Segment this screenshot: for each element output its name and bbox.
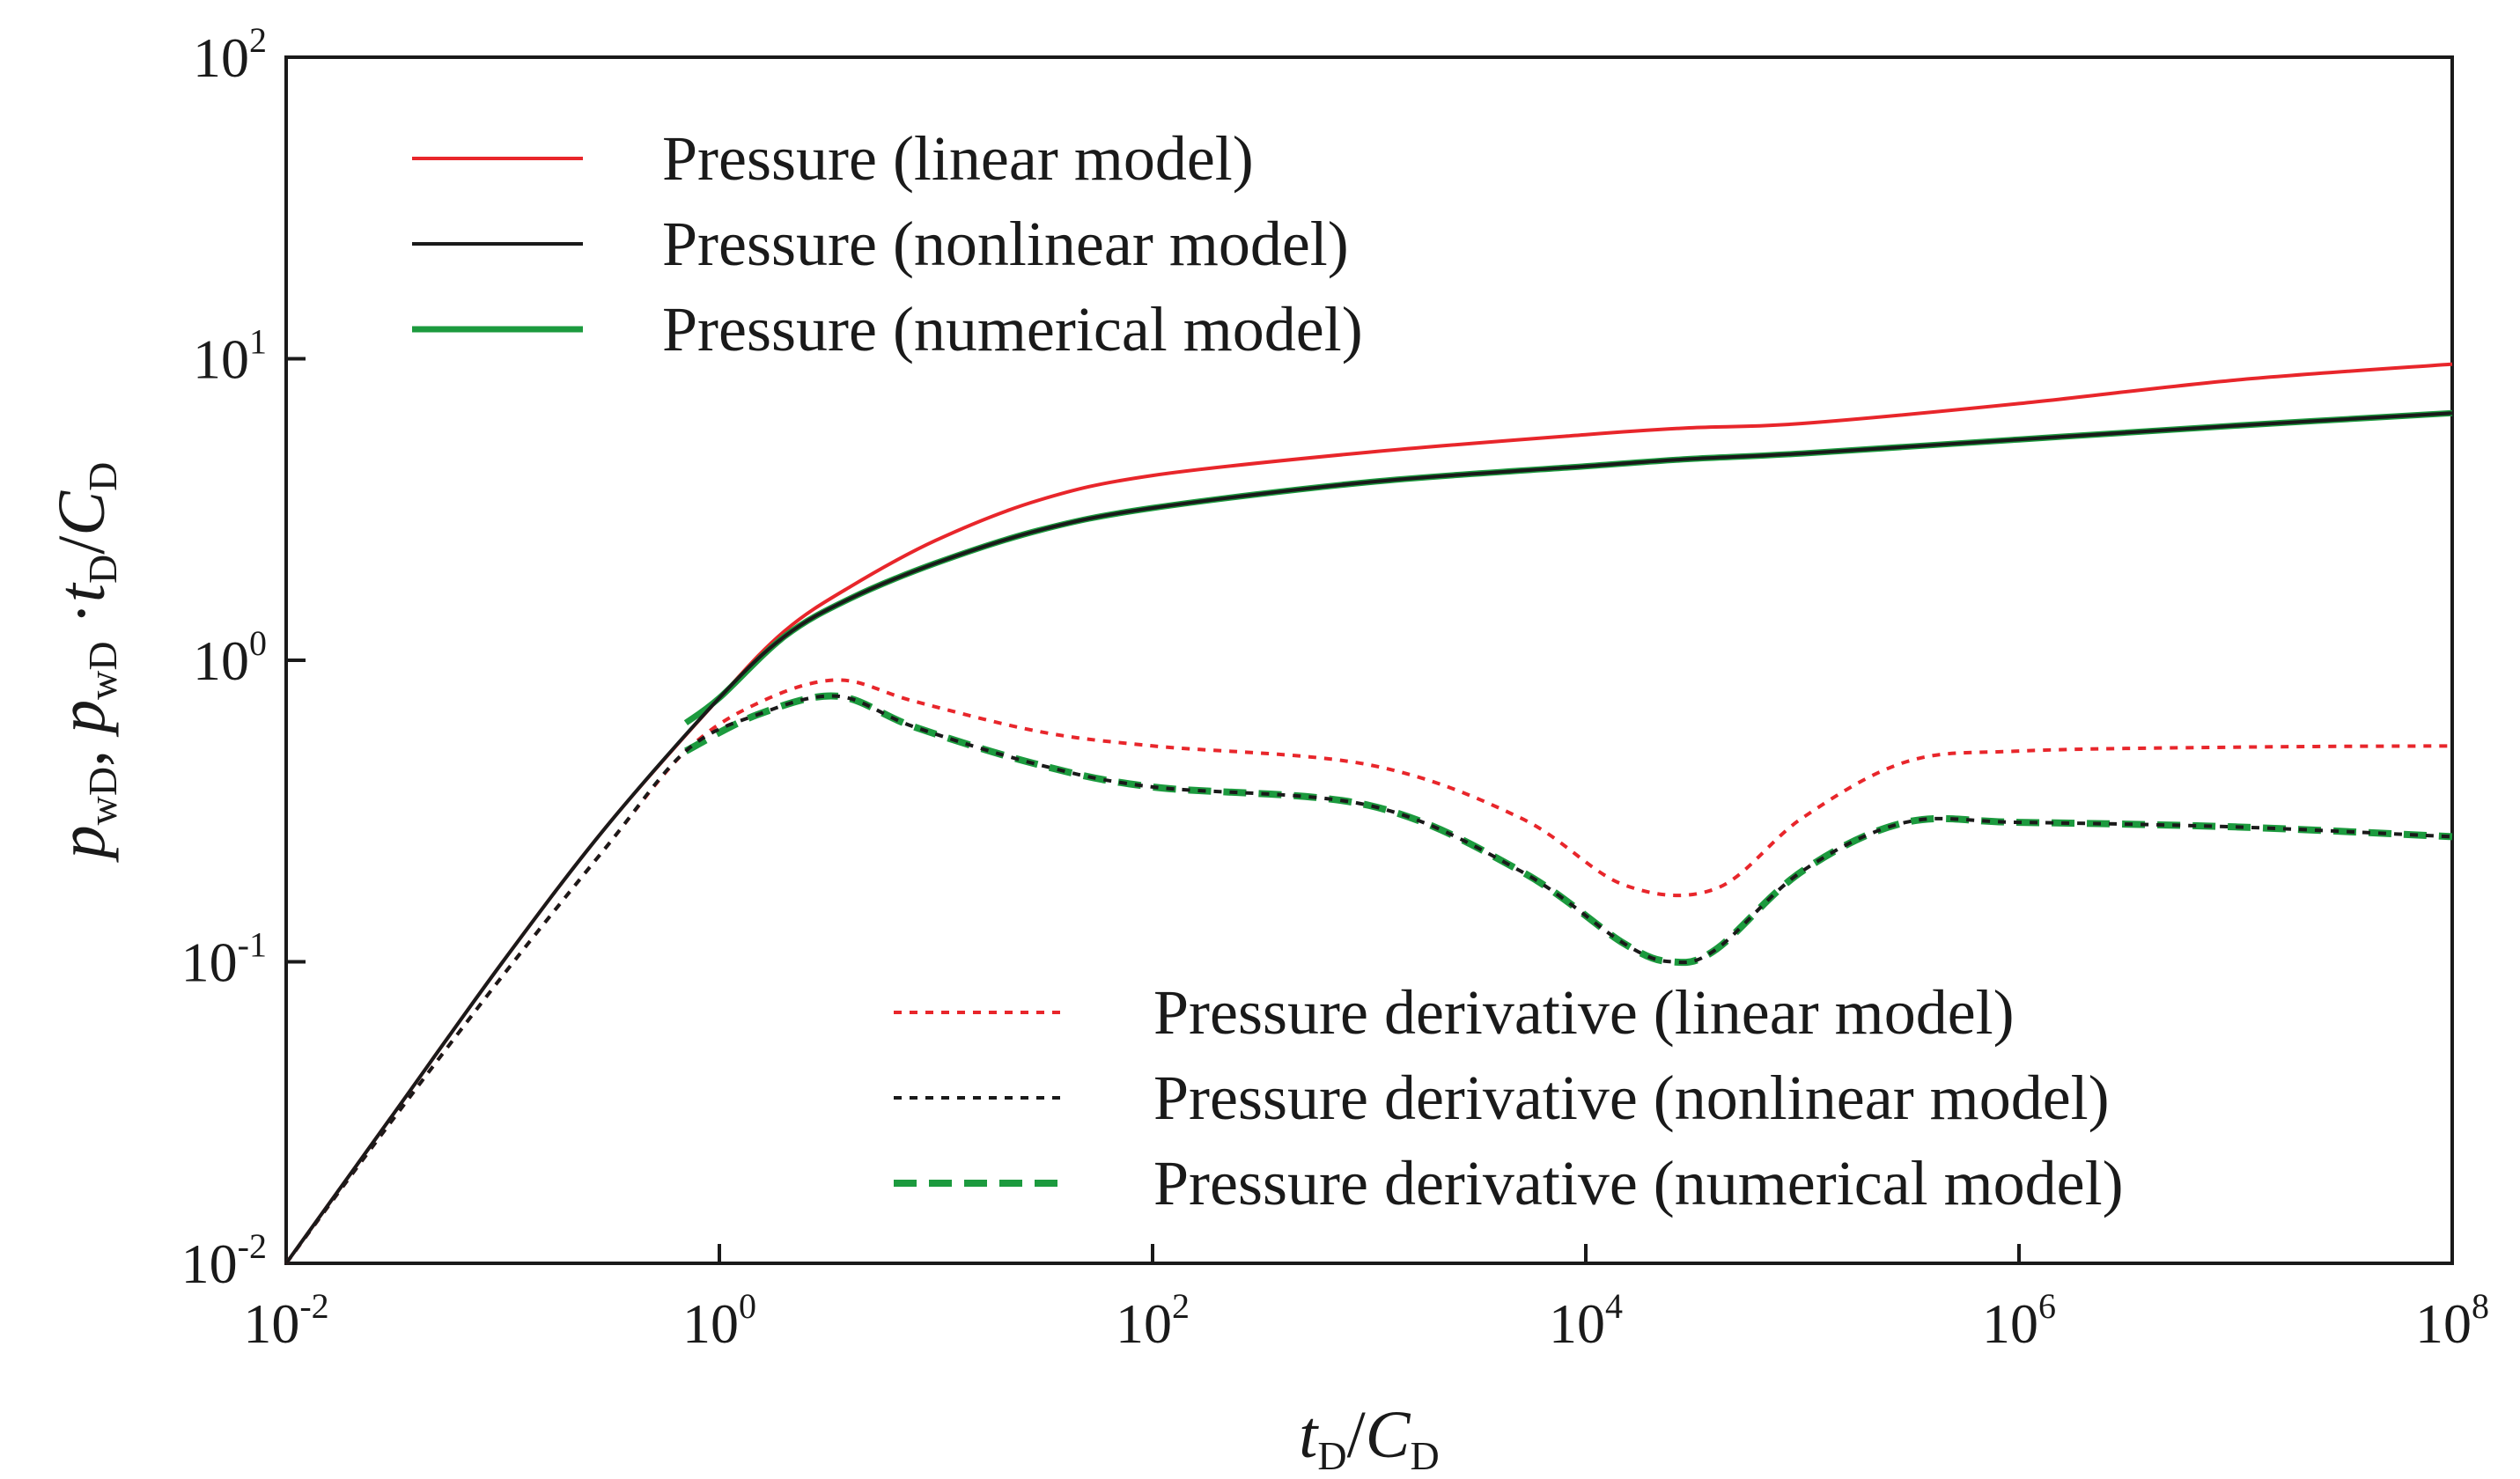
- y-label-slash: /: [45, 535, 119, 555]
- y-label-c: C: [45, 490, 119, 536]
- x-tick-exp: 8: [2472, 1286, 2489, 1326]
- y-tick-base: 10: [193, 26, 249, 89]
- legend-label: Pressure (linear model): [662, 123, 1254, 194]
- x-label-main2: C: [1366, 1398, 1411, 1472]
- legend-label: Pressure (nonlinear model): [662, 209, 1349, 279]
- legend-derivative: Pressure derivative (linear model) Pressu…: [894, 977, 2124, 1218]
- y-label-t: t: [45, 582, 119, 602]
- x-tick-label: 10-2: [243, 1286, 328, 1355]
- y-tick-base: 10: [193, 629, 249, 692]
- legend-label: Pressure (numerical model): [662, 294, 1363, 364]
- legend-item-p_nonlinear: Pressure (nonlinear model): [412, 209, 1349, 279]
- x-tick-exp: 0: [739, 1286, 756, 1326]
- x-tick-label: 106: [1982, 1286, 2056, 1355]
- legend-item-d_nonlinear: Pressure derivative (nonlinear model): [894, 1063, 2110, 1133]
- legend-label: Pressure derivative (linear model): [1153, 977, 2015, 1048]
- x-tick-base: 10: [243, 1292, 299, 1355]
- y-tick-exp: -1: [238, 925, 267, 965]
- y-tick-exp: -2: [238, 1226, 267, 1266]
- y-tick-base: 10: [181, 931, 238, 994]
- x-tick-label: 108: [2415, 1286, 2489, 1355]
- y-label-s3: D: [80, 555, 125, 584]
- x-label-main: t: [1299, 1398, 1319, 1472]
- x-tick-base: 10: [1549, 1292, 1605, 1355]
- legend-item-p_numerical: Pressure (numerical model): [412, 294, 1363, 364]
- series-d_nonlinear: [284, 694, 2453, 1265]
- y-label-comma: ,: [45, 733, 119, 767]
- y-tick-label: 10-2: [181, 1226, 267, 1295]
- y-label-s4: D: [80, 462, 125, 491]
- x-tick-exp: -2: [299, 1286, 328, 1326]
- x-label-sub1: D: [1317, 1433, 1346, 1478]
- legend-item-p_linear: Pressure (linear model): [412, 123, 1254, 194]
- series-p_numerical: [683, 409, 2453, 725]
- y-tick-exp: 1: [249, 322, 267, 362]
- y-label-p1: p: [45, 825, 119, 863]
- y-label-dot: ·: [45, 602, 119, 641]
- y-tick-label: 100: [193, 623, 267, 692]
- y-tick-label: 101: [193, 322, 267, 391]
- x-tick-label: 100: [682, 1286, 756, 1355]
- legend-item-d_numerical: Pressure derivative (numerical model): [894, 1148, 2124, 1218]
- x-axis-ticks: 10-2 100 102 104 106 108: [243, 1244, 2489, 1355]
- legend-label: Pressure derivative (nonlinear model): [1153, 1063, 2110, 1133]
- x-tick-base: 10: [1116, 1292, 1172, 1355]
- legend-label: Pressure derivative (numerical model): [1153, 1148, 2124, 1218]
- y-label-p2: p: [45, 700, 119, 738]
- y-tick-exp: 2: [249, 20, 267, 60]
- y-tick-exp: 0: [249, 623, 267, 663]
- x-tick-base: 10: [2415, 1292, 2472, 1355]
- x-tick-exp: 2: [1172, 1286, 1190, 1326]
- x-tick-label: 104: [1549, 1286, 1623, 1355]
- x-label-sep: /: [1347, 1398, 1367, 1472]
- series-layer: [284, 362, 2453, 1265]
- series-p_nonlinear: [284, 411, 2453, 1265]
- x-tick-exp: 6: [2038, 1286, 2056, 1326]
- x-tick-base: 10: [682, 1292, 739, 1355]
- y-tick-label: 102: [193, 20, 267, 89]
- series-d_numerical: [684, 692, 2453, 967]
- y-tick-base: 10: [193, 328, 249, 391]
- y-tick-base: 10: [181, 1232, 238, 1295]
- y-label-s1: wD: [80, 767, 125, 825]
- y-label-s2: wD: [80, 641, 125, 699]
- x-label-sub2: D: [1410, 1433, 1439, 1478]
- y-tick-label: 10-1: [181, 925, 267, 994]
- legend-item-d_linear: Pressure derivative (linear model): [894, 977, 2015, 1048]
- x-axis-label: tD/CD: [1299, 1398, 1439, 1478]
- x-tick-base: 10: [1982, 1292, 2038, 1355]
- legend-pressure: Pressure (linear model) Pressure (nonline…: [412, 123, 1363, 364]
- x-tick-exp: 4: [1605, 1286, 1623, 1326]
- y-axis-label: pwD, pwD ·tD/CD: [45, 462, 125, 864]
- x-tick-label: 102: [1116, 1286, 1190, 1355]
